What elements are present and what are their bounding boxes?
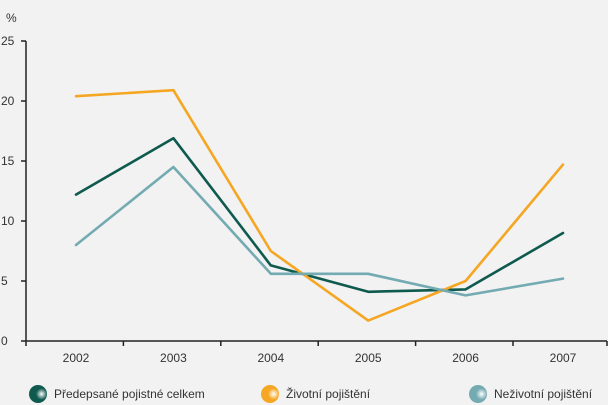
series-line-2 xyxy=(74,88,565,322)
y-tick-label: 10 xyxy=(1,214,15,228)
x-tick-label: 2005 xyxy=(355,351,382,365)
legend: Předepsané pojistné celkem Životní pojišt… xyxy=(29,385,593,403)
legend-label-1: Předepsané pojistné celkem xyxy=(54,387,205,401)
x-tick-label: 2004 xyxy=(257,351,284,365)
legend-swatch-1 xyxy=(29,385,47,403)
x-tick-label: 2007 xyxy=(550,351,577,365)
x-tick-label: 2006 xyxy=(452,351,479,365)
series-line-1 xyxy=(74,136,565,294)
x-tick-label: 2002 xyxy=(63,351,90,365)
legend-label-2: Životní pojištění xyxy=(286,386,371,401)
y-unit-label: % xyxy=(6,11,17,25)
series-line-3 xyxy=(74,165,565,297)
y-tick-label: 5 xyxy=(1,274,8,288)
axes: 0 5 10 15 20 25 2002 2003 2004 2005 2006 2007 xyxy=(1,34,608,365)
y-tick-label: 0 xyxy=(1,334,8,348)
series-lines xyxy=(74,88,565,322)
legend-swatch-2 xyxy=(261,385,279,403)
y-tick-label: 20 xyxy=(1,94,15,108)
y-tick-label: 15 xyxy=(1,154,15,168)
y-tick-label: 25 xyxy=(1,34,15,48)
legend-swatch-3 xyxy=(469,385,487,403)
x-tick-label: 2003 xyxy=(160,351,187,365)
legend-label-3: Neživotní pojištění xyxy=(494,387,593,401)
